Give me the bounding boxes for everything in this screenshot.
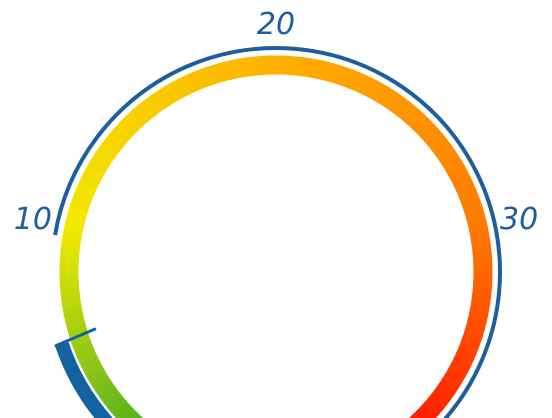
- tick-labels: 0 10 20 30 40: [14, 7, 538, 237]
- value-indicator-arc: [55, 341, 113, 418]
- band-segment: [415, 405, 435, 418]
- indicator-end-marker: [54, 327, 97, 348]
- gauge-outline-arc: [53, 46, 502, 418]
- gauge-color-band: [59, 55, 493, 418]
- band-segment: [411, 409, 426, 418]
- tick-label-20: 20: [257, 7, 295, 42]
- tick-label-30: 30: [500, 202, 538, 237]
- tick-label-10: 10: [14, 202, 52, 237]
